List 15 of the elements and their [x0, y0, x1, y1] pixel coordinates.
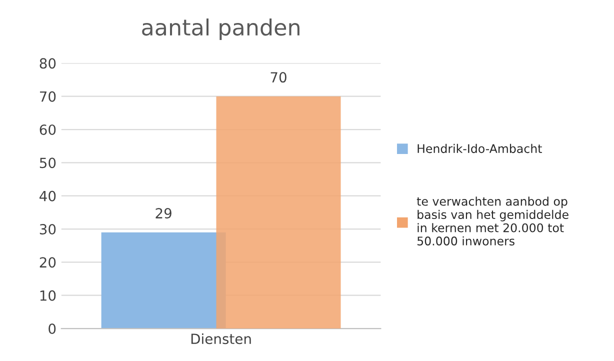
y-tick-label: 30 [40, 224, 56, 234]
y-tick-label: 70 [40, 91, 56, 102]
y-tick-label: 80 [40, 58, 56, 69]
chart-title: aantal panden [142, 18, 300, 40]
y-tick-label: 0 [48, 323, 56, 334]
data-label: 70 [270, 72, 286, 83]
y-tick-label: 40 [40, 190, 56, 202]
y-tick-label: 50 [40, 158, 56, 168]
y-tick-label: 10 [40, 290, 56, 301]
y-tick-label: 20 [40, 257, 56, 268]
legend-label: te verwachten aanbod op basis van het gemiddelde in kernen met 20.000 tot 50.000 inwoners [416, 196, 568, 246]
x-tick-label: Diensten [191, 333, 251, 344]
y-tick-label: 60 [40, 124, 56, 135]
data-label: 29 [156, 208, 172, 219]
legend-label: Hendrik-Ido-Ambacht [418, 144, 542, 154]
